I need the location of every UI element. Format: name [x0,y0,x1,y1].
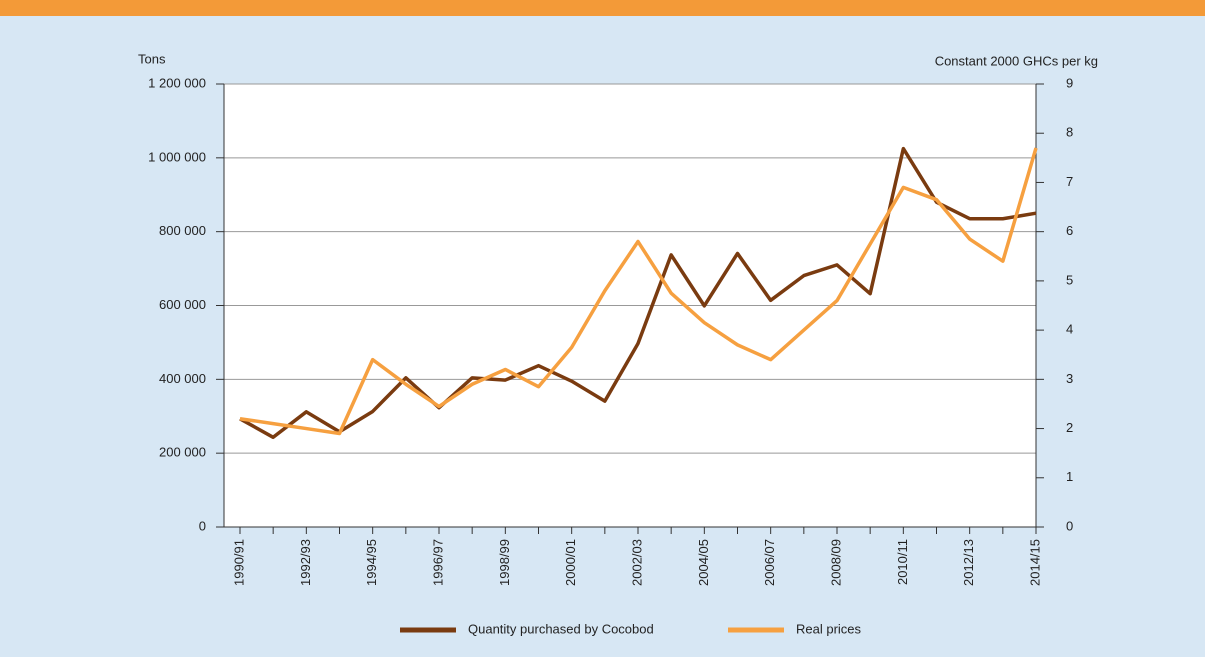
y2-tick-label: 5 [1066,272,1073,287]
y-axis-label: Tons [138,51,166,66]
x-tick-label: 1994/95 [364,539,379,586]
x-tick-label: 2002/03 [629,539,644,586]
y-tick-label: 400 000 [159,371,206,386]
series-line [239,146,1037,440]
series-line [239,147,1038,436]
x-tick-label: 1998/99 [497,539,512,586]
x-tick-label: 2000/01 [563,539,578,586]
x-tick-label: 1996/97 [430,539,445,586]
y2-tick-label: 7 [1066,174,1073,189]
x-tick-label: 2010/11 [895,539,910,585]
x-tick-label: 2006/07 [762,539,777,586]
y-tick-label: 0 [199,518,206,533]
x-tick-label: 2012/13 [961,539,976,586]
y-tick-label: 1 200 000 [148,75,206,90]
x-tick-label: 1990/91 [231,539,246,586]
title-band [0,0,1205,16]
y2-tick-label: 6 [1066,223,1073,238]
y-tick-label: 1 000 000 [148,149,206,164]
y2-tick-label: 9 [1066,75,1073,90]
y-tick-label: 800 000 [159,223,206,238]
y2-axis-label: Constant 2000 GHCs per kg [935,53,1098,68]
y2-tick-label: 2 [1066,420,1073,435]
x-tick-label: 1992/93 [298,539,313,586]
y2-tick-label: 8 [1066,125,1073,140]
x-tick-label: 2008/09 [828,539,843,586]
y-tick-label: 600 000 [159,297,206,312]
legend-label: Real prices [796,621,862,636]
y2-tick-label: 3 [1066,371,1073,386]
y-tick-label: 200 000 [159,445,206,460]
x-tick-label: 2014/15 [1027,539,1042,586]
y2-tick-label: 4 [1066,322,1073,337]
y2-tick-label: 1 [1066,469,1073,484]
x-tick-label: 2004/05 [696,539,711,586]
y2-tick-label: 0 [1066,518,1073,533]
legend-label: Quantity purchased by Cocobod [468,621,654,636]
